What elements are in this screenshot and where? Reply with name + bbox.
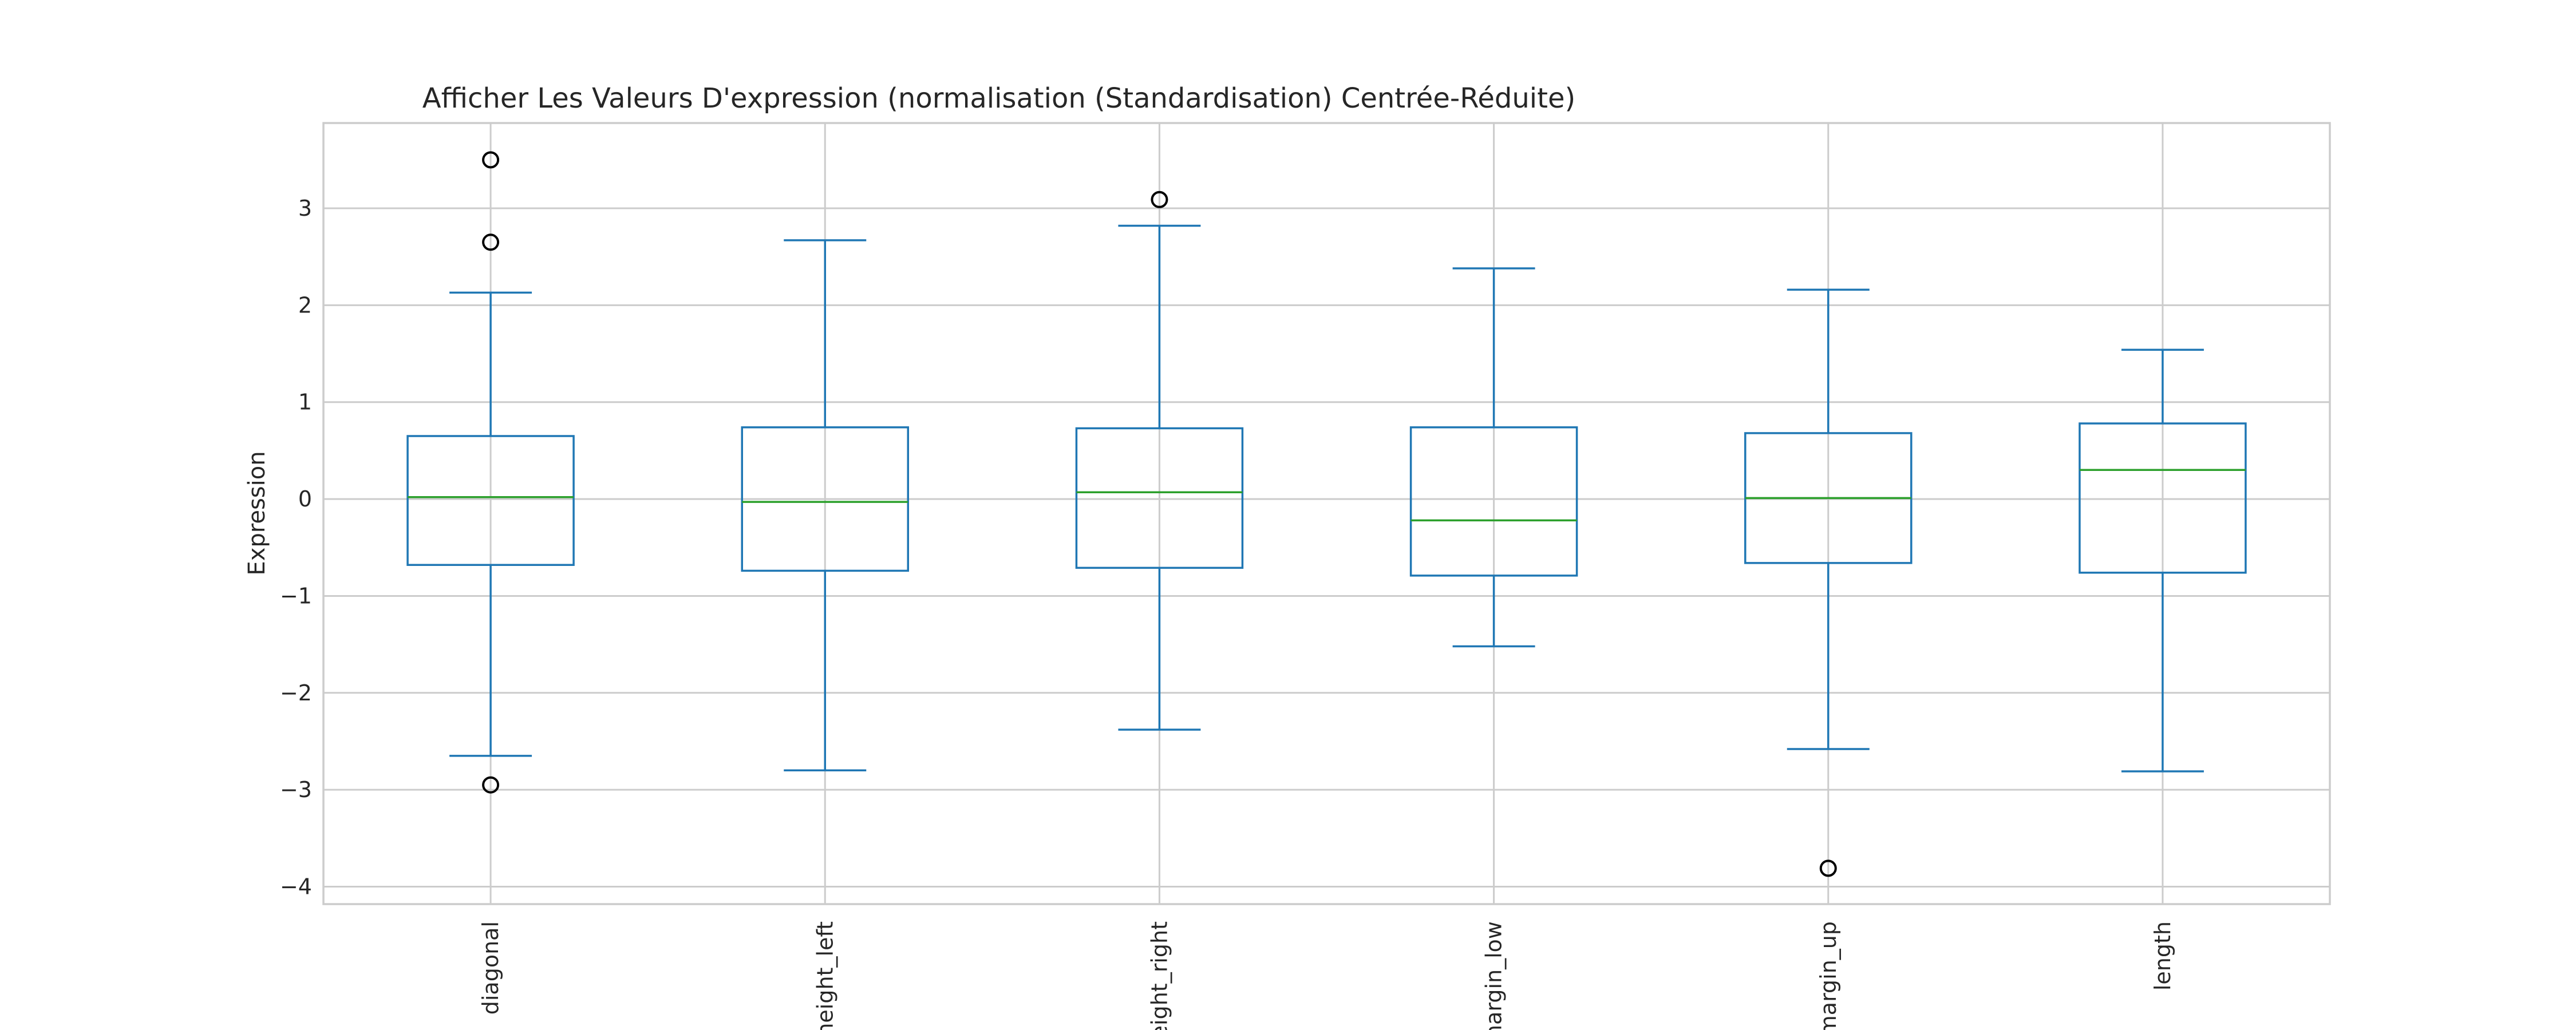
box-margin-low <box>1409 267 1578 648</box>
outlier-point <box>482 776 500 794</box>
x-tick-labels: diagonal height_left height_right margin_lo… <box>478 921 2175 1030</box>
box-height-left <box>741 239 909 772</box>
iqr-box <box>1075 427 1244 569</box>
y-axis-label: Expression <box>244 451 270 575</box>
outlier-point <box>482 233 500 251</box>
y-tick-label: 3 <box>298 196 312 221</box>
y-tick-label: −1 <box>280 583 312 608</box>
y-tick-label: −3 <box>280 777 312 802</box>
box-length <box>2079 348 2247 772</box>
y-tick-label: 0 <box>298 486 312 512</box>
x-tick-label: margin_low <box>1481 921 1507 1030</box>
iqr-box <box>406 435 575 566</box>
y-tick-label: 1 <box>298 390 312 415</box>
y-tick-labels: −4 −3 −2 −1 0 1 2 3 <box>280 196 312 899</box>
y-tick-label: −4 <box>280 874 312 900</box>
outlier-point <box>482 151 500 169</box>
box-margin-up <box>1744 288 1913 877</box>
box-diagonal <box>406 151 575 794</box>
x-tick-label: height_left <box>812 921 837 1030</box>
outlier-point <box>1151 191 1168 208</box>
box-height-right <box>1075 191 1244 731</box>
grid-layer <box>323 123 2330 904</box>
box-layer <box>406 151 2247 877</box>
iqr-box <box>741 426 909 572</box>
plot-frame <box>322 122 2331 905</box>
y-tick-label: 2 <box>298 292 312 318</box>
x-tick-label: length <box>2150 921 2175 991</box>
iqr-box <box>2079 422 2247 574</box>
x-tick-label: diagonal <box>478 921 503 1015</box>
x-tick-label: height_right <box>1147 921 1172 1030</box>
iqr-box <box>1409 426 1578 577</box>
chart-title: Afficher Les Valeurs D'expression (norma… <box>422 82 1575 114</box>
outlier-point <box>1819 859 1837 877</box>
x-tick-label: margin_up <box>1816 921 1841 1030</box>
y-tick-label: −2 <box>280 680 312 706</box>
